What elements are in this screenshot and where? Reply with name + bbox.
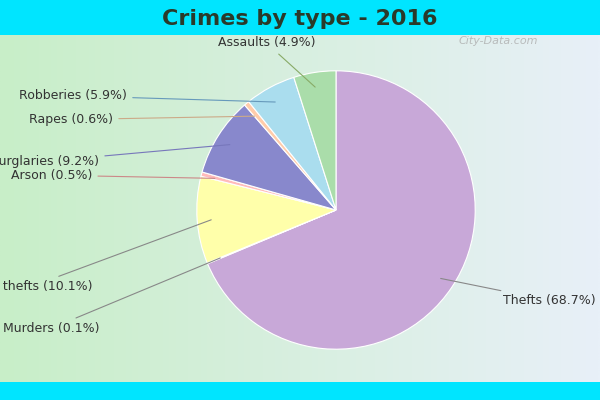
- Text: Crimes by type - 2016: Crimes by type - 2016: [162, 9, 438, 29]
- Text: Arson (0.5%): Arson (0.5%): [11, 169, 215, 182]
- Text: Robberies (5.9%): Robberies (5.9%): [19, 89, 275, 102]
- Text: Murders (0.1%): Murders (0.1%): [3, 258, 220, 335]
- Text: Rapes (0.6%): Rapes (0.6%): [29, 113, 254, 126]
- Wedge shape: [208, 71, 475, 349]
- Wedge shape: [245, 102, 336, 210]
- Wedge shape: [294, 71, 336, 210]
- Text: Thefts (68.7%): Thefts (68.7%): [440, 278, 596, 307]
- Wedge shape: [201, 172, 336, 210]
- Wedge shape: [202, 105, 336, 210]
- Text: City-Data.com: City-Data.com: [458, 36, 538, 46]
- Text: Auto thefts (10.1%): Auto thefts (10.1%): [0, 220, 211, 293]
- Text: Burglaries (9.2%): Burglaries (9.2%): [0, 145, 230, 168]
- Wedge shape: [207, 210, 336, 264]
- Wedge shape: [197, 176, 336, 263]
- Wedge shape: [248, 77, 336, 210]
- Text: Assaults (4.9%): Assaults (4.9%): [218, 36, 315, 87]
